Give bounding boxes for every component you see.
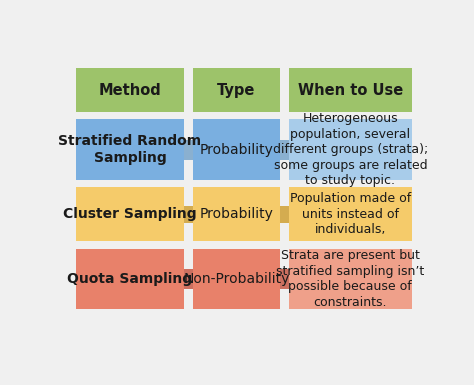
FancyBboxPatch shape (193, 249, 280, 310)
Text: Probability: Probability (200, 143, 273, 157)
Text: Cluster Sampling: Cluster Sampling (63, 207, 197, 221)
FancyBboxPatch shape (193, 119, 280, 180)
FancyBboxPatch shape (289, 187, 412, 241)
FancyBboxPatch shape (76, 68, 184, 112)
Text: Stratified Random
Sampling: Stratified Random Sampling (58, 134, 201, 165)
FancyBboxPatch shape (76, 249, 184, 310)
Text: Heterogeneous
population, several
different groups (strata);
some groups are rel: Heterogeneous population, several differ… (273, 112, 428, 187)
FancyBboxPatch shape (184, 206, 193, 223)
FancyBboxPatch shape (184, 140, 193, 159)
Text: Method: Method (99, 82, 161, 97)
Text: Population made of
units instead of
individuals,: Population made of units instead of indi… (290, 192, 411, 236)
FancyBboxPatch shape (76, 119, 184, 180)
FancyBboxPatch shape (193, 68, 280, 112)
Text: When to Use: When to Use (298, 82, 403, 97)
FancyBboxPatch shape (289, 249, 412, 310)
Text: Probability: Probability (200, 207, 273, 221)
FancyBboxPatch shape (280, 270, 289, 289)
FancyBboxPatch shape (193, 187, 280, 241)
FancyBboxPatch shape (184, 270, 193, 289)
FancyBboxPatch shape (280, 140, 289, 159)
Text: Non-Probability: Non-Probability (183, 272, 290, 286)
FancyBboxPatch shape (280, 206, 289, 223)
FancyBboxPatch shape (76, 187, 184, 241)
FancyBboxPatch shape (289, 68, 412, 112)
Text: Strata are present but
stratified sampling isn’t
possible because of
constraints: Strata are present but stratified sampli… (276, 249, 425, 309)
Text: Quota Sampling: Quota Sampling (67, 272, 192, 286)
FancyBboxPatch shape (289, 119, 412, 180)
Text: Type: Type (217, 82, 255, 97)
